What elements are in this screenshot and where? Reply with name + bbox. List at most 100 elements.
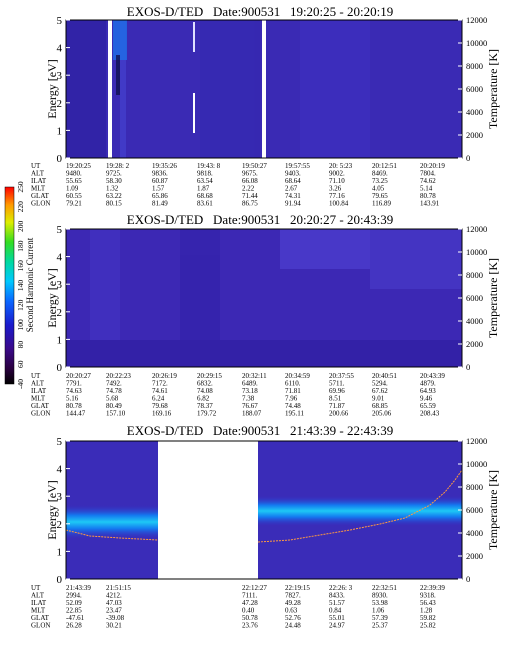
y-tick-label: 2 [57, 307, 63, 319]
ephemeris-cell: 25.37 [372, 622, 388, 630]
ephemeris-cell: 7827. [285, 592, 301, 600]
ephemeris-row-label: GLAT [31, 614, 50, 622]
ephemeris-cell: 53.98 [372, 599, 388, 607]
ephemeris-row-label: GLON [31, 200, 50, 208]
y-tick-label: 4 [57, 43, 63, 55]
ephemeris-cell: 20:43:39 [420, 372, 445, 380]
ephemeris-cell: 6489. [242, 380, 258, 388]
panel-2-y-ticks: 0 1 2 3 4 5 [57, 224, 70, 374]
y2-tick-label: 4000 [466, 528, 483, 538]
ephemeris-cell: 8469. [372, 170, 388, 178]
panel-3-temperature-trace [65, 529, 159, 541]
y2-tick-label: 12000 [466, 224, 487, 234]
ephemeris-cell: 20:37:55 [329, 372, 354, 380]
y2-tick-label: 12000 [466, 436, 487, 446]
ephemeris-cell: 74.31 [285, 192, 301, 200]
ephemeris-cell: 179.72 [197, 410, 217, 418]
ephemeris-cell: 68.64 [285, 177, 301, 185]
y-tick-label: 5 [57, 224, 63, 236]
ephemeris-cell: 9675. [242, 170, 258, 178]
ephemeris-cell: 5.68 [106, 395, 119, 403]
ephemeris-cell: 65.86 [152, 192, 168, 200]
panel-1-y-ticks: 0 1 2 3 4 5 [57, 15, 70, 165]
ephemeris-cell: 67.62 [372, 387, 388, 395]
y2-tick-label: 4000 [466, 107, 483, 117]
ephemeris-cell: 21:51:15 [106, 584, 131, 592]
colorbar-tick-label: 200 [16, 221, 25, 233]
y2-tick-label: 6000 [466, 293, 483, 303]
ephemeris-cell: 66.08 [242, 177, 258, 185]
ephemeris-cell: 7492. [106, 380, 122, 388]
ephemeris-cell: 9318. [420, 592, 436, 600]
ephemeris-cell: 71.87 [329, 402, 345, 410]
ephemeris-cell: 47.28 [242, 599, 258, 607]
ephemeris-row-label: ALT [31, 170, 45, 178]
ephemeris-cell: 19:20:25 [66, 162, 91, 170]
y2-tick-label: 6000 [466, 505, 483, 515]
ephemeris-cell: 7791. [66, 380, 82, 388]
y2-tick-label: 4000 [466, 316, 483, 326]
panel-1: EXOS-D/TED Date:900531 19:20:25 - 20:20:… [45, 4, 500, 165]
ephemeris-cell: 64.93 [420, 387, 436, 395]
ephemeris-cell: 5294. [372, 380, 388, 388]
ephemeris-cell: 0.40 [242, 607, 255, 615]
ephemeris-cell: 24.97 [329, 622, 345, 630]
colorbar-tick-label: 100 [16, 319, 25, 331]
ephemeris-cell: 50.78 [242, 614, 258, 622]
ephemeris-cell: 6.82 [197, 395, 210, 403]
ephemeris-cell: 79.68 [152, 402, 168, 410]
panel-1-title: EXOS-D/TED Date:900531 19:20:25 - 20:20:… [127, 4, 393, 19]
ephemeris-cell: 22:12:27 [242, 584, 267, 592]
ephemeris-cell: 144.47 [66, 410, 86, 418]
ephemeris-row-label: MLT [31, 607, 46, 615]
y2-tick-label: 10000 [466, 247, 487, 257]
ephemeris-cell: 5711. [329, 380, 345, 388]
colorbar-tick-label: 60 [16, 360, 25, 368]
ephemeris-cell: 26.28 [66, 622, 82, 630]
ephemeris-cell: 5.16 [66, 395, 79, 403]
panel-1-data-gap [193, 22, 195, 52]
ephemeris-cell: 73.25 [372, 177, 388, 185]
ephemeris-cell: 47.03 [106, 599, 122, 607]
ephemeris-cell: 9002. [329, 170, 345, 178]
ephemeris-cell: 79.65 [372, 192, 388, 200]
y-tick-label: 2 [57, 519, 63, 531]
colorbar-tick-label: 250 [16, 181, 25, 193]
panel-1-data-gap [108, 20, 112, 158]
ephemeris-cell: 55.01 [329, 614, 345, 622]
ephemeris-cell: 58.30 [106, 177, 122, 185]
y2-tick-label: 6000 [466, 84, 483, 94]
panel-1-y2-ticks: 0 2000 4000 6000 8000 10000 12000 [458, 15, 487, 163]
ephemeris-cell: 19:43: 8 [197, 162, 221, 170]
colorbar: -40 60 80 100 120 140 160 180 200 220 250 Second H… [4, 181, 35, 389]
ephemeris-cell: 74.08 [197, 387, 213, 395]
ephemeris-row-label: GLAT [31, 402, 50, 410]
ephemeris-cell: 20:29:15 [197, 372, 222, 380]
ephemeris-cell: 74.61 [152, 387, 168, 395]
ephemeris-cell: 4.05 [372, 185, 385, 193]
ephemeris-cell: 22:32:51 [372, 584, 397, 592]
panel-2-texture [66, 229, 462, 367]
panel-3-band-left [66, 505, 158, 539]
y2-tick-label: 8000 [466, 270, 483, 280]
ephemeris-cell: 30.21 [106, 622, 122, 630]
y-tick-label: 3 [57, 70, 63, 82]
y-tick-label: 5 [57, 436, 63, 448]
panel-1-ylabel: Energy [eV] [45, 59, 59, 118]
panel-3-band-right [258, 496, 462, 526]
ephemeris-cell: 68.85 [372, 402, 388, 410]
colorbar-tick-label: 80 [16, 341, 25, 349]
ephemeris-cell: 22.85 [66, 607, 82, 615]
ephemeris-cell: 6.24 [152, 395, 165, 403]
panel-2: EXOS-D/TED Date:900531 20:20:27 - 20:43:… [45, 212, 500, 374]
ephemeris-cell: 9480. [66, 170, 82, 178]
panel-1-streak [116, 55, 120, 95]
ephemeris-cell: 169.16 [152, 410, 172, 418]
ephemeris-row-label: MLT [31, 185, 46, 193]
panel-1-data-gap [262, 20, 266, 158]
ephemeris-cell: 60.87 [152, 177, 168, 185]
ephemeris-cell: 24.48 [285, 622, 301, 630]
ephemeris-cell: 20:26:19 [152, 372, 177, 380]
ephemeris-cell: 8.51 [329, 395, 342, 403]
ephemeris-cell: 19:57:55 [285, 162, 310, 170]
